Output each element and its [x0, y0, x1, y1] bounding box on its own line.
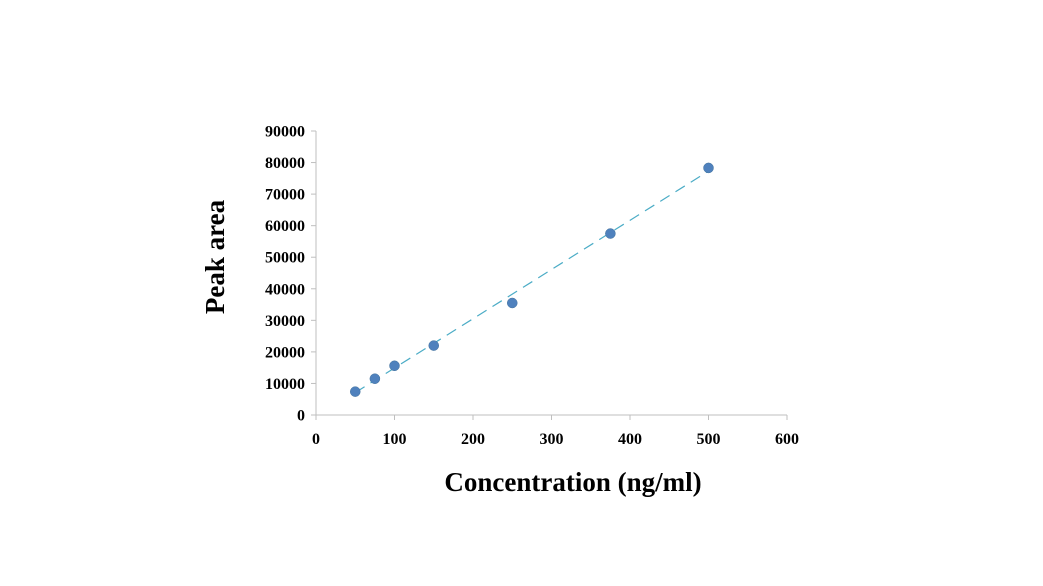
axes — [311, 130, 788, 420]
y-tick-label: 90000 — [265, 124, 305, 141]
y-tick-label: 10000 — [265, 376, 305, 393]
y-tick-label: 0 — [297, 408, 305, 425]
data-point — [605, 228, 616, 239]
y-tick-label: 70000 — [265, 187, 305, 204]
x-tick-label: 0 — [312, 431, 320, 448]
y-tick-label: 40000 — [265, 281, 305, 298]
y-tick-label: 30000 — [265, 313, 305, 330]
y-tick-label: 50000 — [265, 250, 305, 267]
y-tick-label: 60000 — [265, 218, 305, 235]
x-tick-label: 600 — [775, 431, 799, 448]
y-tick-label: 80000 — [265, 155, 305, 172]
trendline — [354, 170, 709, 394]
x-tick-label: 500 — [697, 431, 721, 448]
data-point — [389, 360, 400, 372]
data-point — [350, 386, 361, 397]
x-tick-label: 200 — [461, 431, 485, 448]
tick-labels: 0 10000 20000 30000 40000 50000 60000 70000 8000… — [265, 124, 799, 449]
data-point — [428, 340, 439, 351]
data-point — [369, 373, 381, 384]
data-point — [703, 162, 714, 174]
x-axis-title: Concentration (ng/ml) — [444, 467, 701, 497]
x-tick-label: 100 — [383, 431, 407, 448]
x-tick-label: 300 — [540, 431, 564, 448]
plot-area — [350, 162, 714, 397]
y-tick-label: 20000 — [265, 344, 305, 361]
x-tick-label: 400 — [618, 431, 642, 448]
data-point — [507, 297, 518, 309]
y-axis-title: Peak area — [200, 199, 230, 314]
